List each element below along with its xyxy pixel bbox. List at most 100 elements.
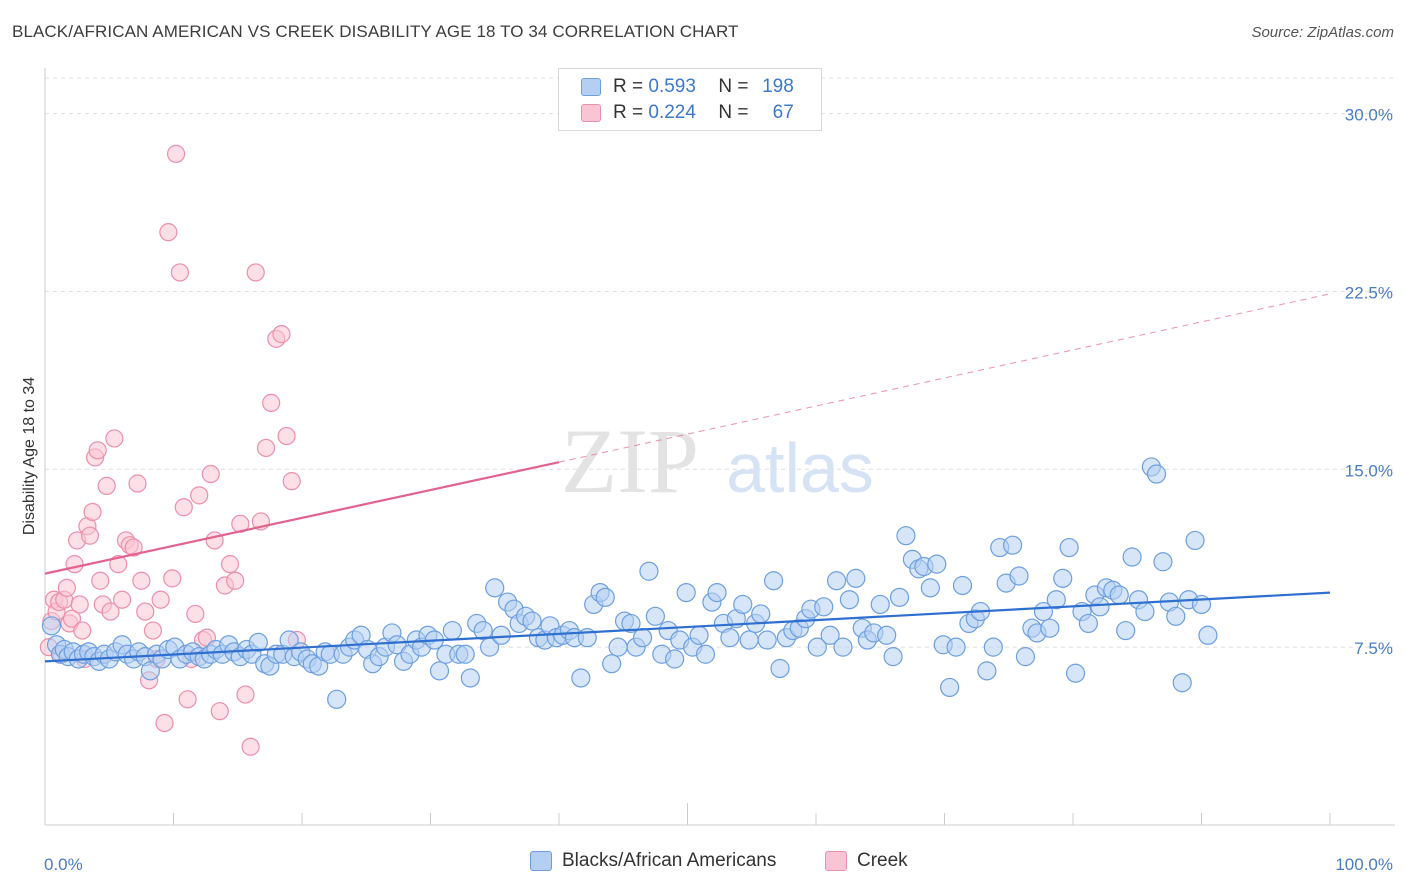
creek-point (88, 441, 107, 460)
blacks-point (608, 637, 628, 657)
creek-point (62, 609, 82, 628)
creek-point (155, 713, 174, 733)
creek-point (132, 571, 151, 590)
blacks-point (839, 590, 860, 610)
blacks-point (602, 654, 622, 674)
grid-lines (45, 77, 1395, 648)
blacks-point (41, 616, 62, 636)
blacks-point (639, 561, 659, 581)
blacks-point (387, 635, 407, 655)
legend-r-value: 0.593 (648, 76, 696, 97)
blacks-point (455, 644, 475, 664)
creek-point (105, 429, 124, 448)
blacks-point (814, 597, 834, 617)
blacks-point (763, 571, 784, 591)
creek-point (57, 578, 76, 597)
creek-point (174, 498, 193, 517)
blacks-point (645, 606, 665, 626)
blacks-point (877, 625, 897, 645)
creek-point (128, 474, 147, 493)
x-tick-label: 100.0% (1335, 855, 1393, 874)
blacks-point (757, 630, 777, 650)
creek-point (83, 502, 102, 522)
blacks-point (833, 637, 853, 657)
blacks-point (1172, 673, 1192, 693)
creek-point (226, 571, 245, 590)
blacks-point (983, 637, 1003, 657)
blacks-point (1153, 552, 1173, 572)
y-tick-label: 22.5% (1345, 283, 1393, 302)
creek-point (241, 737, 260, 756)
blacks-point (1003, 535, 1023, 555)
blacks-point (870, 594, 890, 615)
legend-r-label: R = (613, 76, 644, 97)
watermark: ZIP atlas (561, 410, 874, 512)
blacks-point (1135, 601, 1155, 622)
creek-point (256, 438, 276, 458)
blacks-point (595, 587, 615, 607)
blacks-point (442, 620, 462, 641)
trend-lines (44, 293, 1331, 663)
blacks-point (977, 661, 997, 681)
legend-row-creek: R = 0.224 N = 67 (581, 101, 794, 125)
blacks-point (846, 568, 866, 588)
black-african-american-points (41, 457, 1218, 709)
creek-point (163, 569, 182, 588)
blacks-point (1116, 620, 1136, 641)
blacks-point (889, 587, 910, 607)
blacks-point (920, 578, 940, 598)
creek-point (186, 604, 205, 624)
bottom-legend-blacks: Blacks/African Americans (530, 850, 776, 872)
y-tick-label: 30.0% (1345, 106, 1393, 125)
creek-point (170, 263, 190, 282)
blacks-point (733, 594, 753, 615)
creek-point (124, 538, 143, 557)
creek-point (178, 690, 197, 709)
blacks-point (665, 649, 685, 669)
y-axis-label: Disability Age 18 to 34 (21, 377, 38, 535)
creek-point (80, 526, 100, 545)
blacks-point (522, 611, 542, 631)
watermark-zip: ZIP (561, 410, 699, 512)
creek-point (143, 621, 163, 640)
y-tick-label: 15.0% (1345, 461, 1393, 480)
blacks-point (473, 620, 493, 641)
blacks-point (1146, 464, 1167, 484)
bottom-legend-swatch-pink (825, 851, 847, 871)
blacks-point (1046, 590, 1066, 610)
creek-point (101, 602, 120, 621)
legend-r-label: R = (613, 102, 644, 123)
creek-point (65, 555, 84, 574)
source-label: Source: ZipAtlas.com (1251, 24, 1394, 41)
blacks-point (327, 689, 347, 709)
bottom-legend-swatch-blue (530, 851, 552, 871)
blacks-point (1065, 663, 1086, 683)
creek-point (272, 325, 291, 344)
creek-point (112, 590, 132, 609)
creek-point (277, 426, 296, 446)
creek-point (190, 486, 209, 505)
x-tick-labels: 0.0% 100.0% (44, 855, 1393, 874)
blacks-point (1166, 606, 1186, 626)
blacks-point (1040, 618, 1060, 638)
legend-n-value: 67 (772, 102, 794, 123)
blacks-point (946, 637, 966, 657)
creek-point (201, 464, 220, 484)
bottom-legend-label-blacks: Blacks/African Americans (562, 850, 777, 871)
legend-n-label: N = (718, 102, 749, 123)
legend-n-value: 198 (762, 76, 794, 97)
legend-r-value: 0.224 (648, 102, 696, 123)
bottom-legend-creek: Creek (825, 850, 908, 872)
axes (44, 68, 1395, 826)
legend: R = 0.593 N = 198 R = 0.224 N = 67 (558, 68, 822, 131)
creek-point (136, 602, 155, 621)
x-tick-label: 0.0% (44, 855, 83, 874)
creek-trend-line (44, 461, 560, 575)
creek-point (210, 702, 229, 721)
blacks-point (1122, 547, 1142, 567)
blacks-point (1109, 585, 1129, 605)
watermark-atlas: atlas (726, 429, 874, 507)
blacks-point (807, 637, 827, 657)
legend-swatch-pink (581, 104, 601, 122)
